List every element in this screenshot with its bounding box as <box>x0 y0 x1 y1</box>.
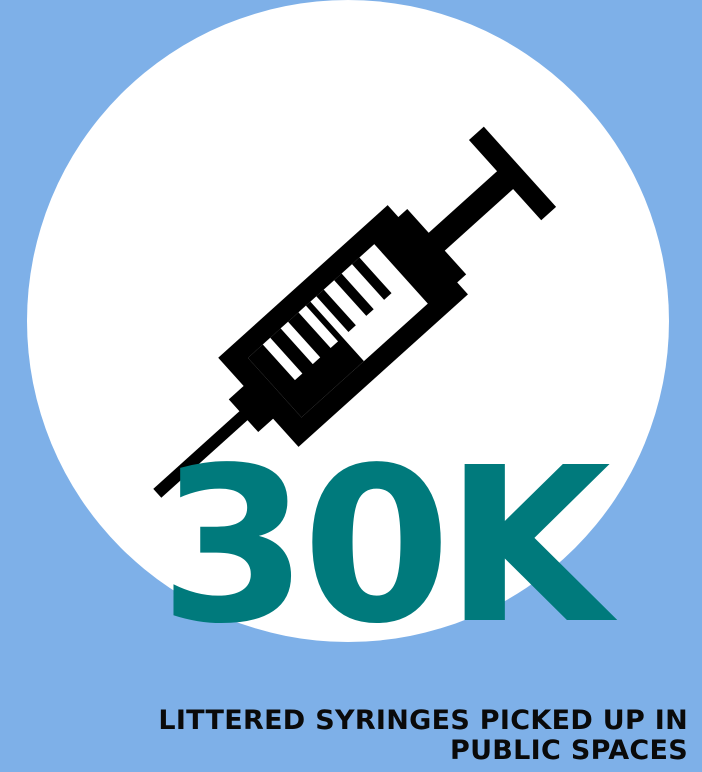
stat-value: 30K <box>159 422 611 671</box>
stat-caption: LITTERED SYRINGES PICKED UP IN PUBLIC SP… <box>158 705 688 766</box>
